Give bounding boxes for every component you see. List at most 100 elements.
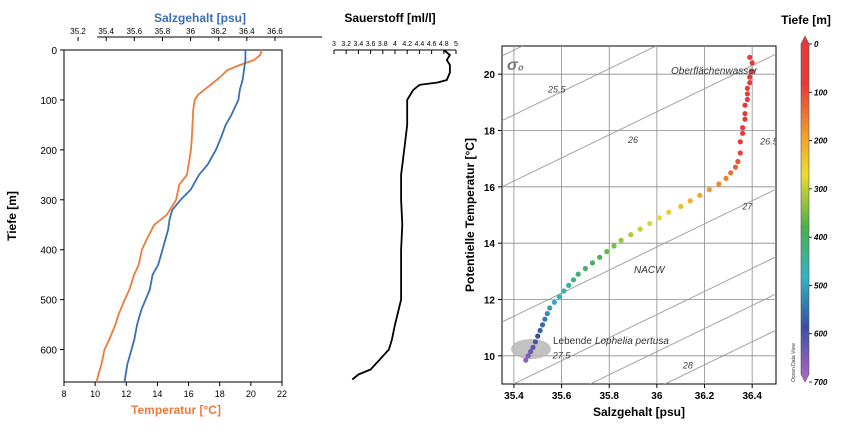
ts-grid: [502, 46, 776, 384]
ts-data-point: [611, 243, 617, 249]
salinity-tick-label: 35.2: [70, 27, 86, 36]
temperature-tick-label: 22: [277, 389, 287, 399]
isopycnal-lines: 25 25.5 26 26.5 27 27.5 28: [502, 38, 776, 384]
isopycnal-line: [502, 53, 776, 188]
ts-data-point: [744, 96, 751, 103]
salinity-tick-label: 35.6: [127, 27, 143, 36]
ts-data-point: [575, 271, 581, 277]
temperature-axis-label: Temperatur [°C]: [131, 403, 221, 417]
ocean-data-view-label: Ocean Data View: [791, 343, 797, 382]
salinity-tick-label: 35.4: [98, 27, 114, 36]
depth-tick-label: 500: [40, 296, 57, 307]
ts-data-point: [570, 277, 577, 283]
oxygen-tick-label: 5: [454, 41, 458, 48]
ts-data-point: [551, 299, 558, 305]
ts-data-point: [697, 192, 703, 198]
ts-y-tick-label: 18: [484, 127, 496, 138]
ts-x-tick-label: 36.2: [695, 391, 715, 402]
isopycnal-line: [663, 329, 776, 384]
ts-yaxis-label: Potentielle Temperatur [°C]: [463, 138, 477, 292]
colorbar-tick-label: 600: [814, 330, 828, 339]
temperature-tick-label: 10: [90, 389, 100, 399]
ts-data-point: [604, 249, 610, 255]
ts-data-point: [589, 260, 596, 266]
ts-data-point: [737, 139, 743, 145]
ts-plot-frame: [501, 45, 777, 385]
isopycnal-label: 27: [741, 201, 753, 211]
oxygen-tick-label: 3.2: [341, 41, 351, 48]
ts-data-point: [742, 102, 748, 108]
oxygen-axes: 3 3.2 3.4 3.6 3.8 4 4.2 4.4 4.6 4.8 5: [332, 41, 458, 54]
ts-data-point: [749, 68, 755, 74]
depth-tick-label: 400: [40, 246, 57, 257]
isopycnal-line: [512, 256, 776, 384]
depth-tick-label: 0: [51, 46, 57, 57]
depth-tick-label: 600: [40, 346, 57, 357]
ts-data-point: [732, 164, 739, 170]
ts-data-point: [618, 237, 624, 243]
colorbar-tick-label: 100: [814, 88, 828, 97]
salinity-tick-label: 36.2: [211, 27, 227, 36]
oxygen-tick-label: 4: [393, 41, 397, 48]
oxygen-tick-label: 3.8: [378, 41, 388, 48]
colorbar-tick-label: 300: [814, 185, 828, 194]
ts-data-point: [544, 311, 550, 317]
ts-data-point: [532, 339, 539, 345]
isopycnal-label: 25: [558, 38, 570, 48]
colorbar-tick-label: 500: [814, 281, 828, 290]
salinity-tick-label: 35.8: [155, 27, 171, 36]
ts-data-point: [525, 353, 531, 359]
ts-data-point: [723, 175, 729, 181]
ts-data-point: [542, 316, 548, 322]
ts-data-point: [735, 158, 741, 165]
oxygen-tick-label: 3.4: [354, 41, 364, 48]
ts-xaxis-label: Salzgehalt [psu]: [593, 405, 685, 419]
ts-axes: 35.4 35.6 35.8 36 36.2 36.4 10 12 14 16 18 20: [484, 70, 762, 402]
ts-x-tick-label: 35.8: [599, 391, 619, 402]
ts-data-point: [716, 181, 722, 187]
oxygen-tick-label: 4.2: [402, 41, 412, 48]
ts-data-point: [728, 170, 734, 176]
ts-data-point: [637, 226, 643, 232]
isopycnal-label: 27.5: [552, 351, 572, 361]
colorbar-ticks: 0 100 200 300 400 500 600 700: [809, 40, 828, 387]
profile-plot-frame: [63, 49, 283, 383]
ts-y-tick-label: 20: [484, 70, 496, 81]
sigma-symbol: σ₀: [507, 57, 524, 74]
ts-data-point: [742, 116, 748, 122]
ts-data-point: [530, 344, 536, 350]
ts-data-point: [561, 288, 567, 294]
ts-data-point: [539, 322, 546, 328]
depth-axis-label: Tiefe [m]: [5, 191, 19, 241]
temperature-salinity-profile: 0 100 200 300 400 500 600 8 10 12 14 16 18 20 22 35.2 35…: [5, 11, 322, 417]
ts-data-point: [687, 198, 693, 204]
profile-lines: [95, 49, 263, 383]
ts-data-point: [740, 130, 746, 136]
ts-y-tick-label: 12: [484, 296, 496, 307]
depth-tick-label: 300: [40, 196, 57, 207]
annotation-nacw: NACW: [634, 265, 666, 276]
ts-data-point: [535, 333, 541, 339]
isopycnal-label: 25.5: [547, 84, 567, 94]
salinity-tick-label: 36.6: [267, 27, 283, 36]
ts-x-tick-label: 35.6: [552, 391, 572, 402]
colorbar-tick-label: 700: [814, 378, 828, 387]
ts-data-point: [740, 125, 746, 131]
oxygen-line: [351, 49, 451, 381]
ts-data-point: [678, 203, 684, 210]
ts-data-point: [582, 265, 589, 272]
ts-y-tick-label: 16: [484, 183, 496, 194]
oxygen-tick-label: 4.8: [439, 41, 449, 48]
temperature-tick-label: 14: [152, 389, 162, 399]
oxygen-tick-label: 4.4: [415, 41, 425, 48]
colorbar-tick-label: 200: [813, 137, 828, 146]
ts-data-point: [737, 150, 743, 156]
ts-data-point: [556, 294, 562, 300]
ts-data-point: [537, 327, 543, 334]
colorbar: [800, 35, 810, 383]
ts-data-point: [747, 80, 753, 86]
isopycnal-label: 26: [627, 135, 638, 145]
annotation-lophelia: Lebende Lophelia pertusa: [553, 336, 669, 347]
salinity-axis-label: Salzgehalt [psu]: [154, 11, 246, 25]
